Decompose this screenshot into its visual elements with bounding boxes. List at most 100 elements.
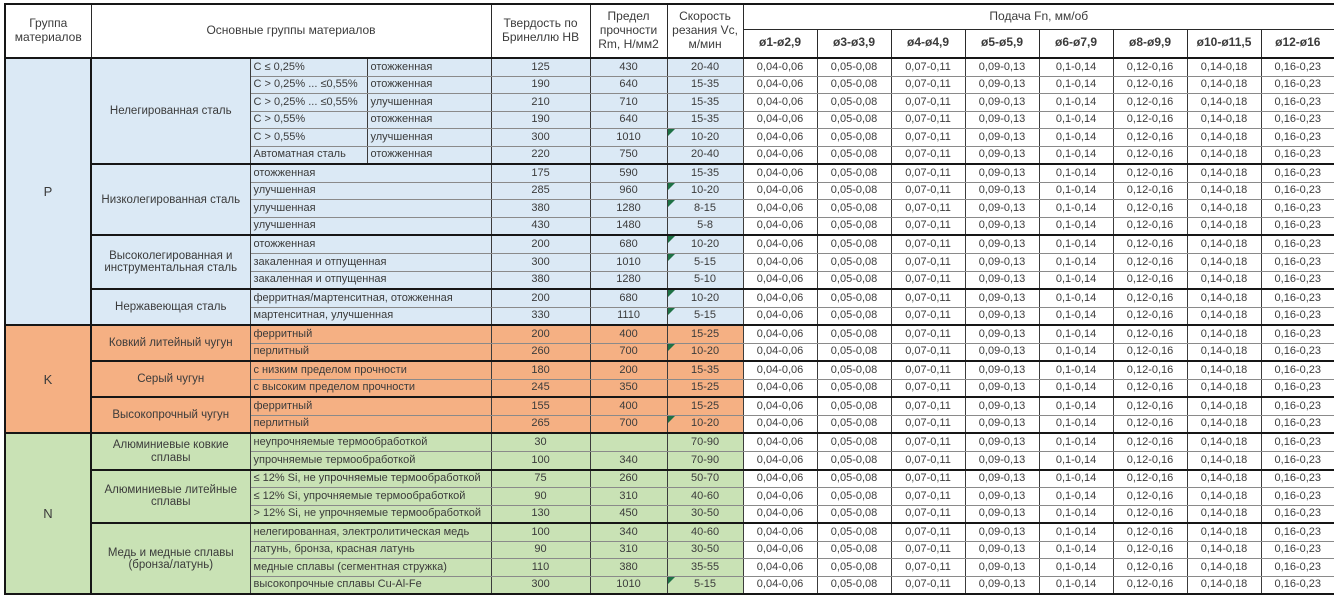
comment-marker-icon [668, 129, 675, 137]
feed-cell: 0,04-0,06 [742, 306, 818, 326]
strength-cell: 960 [589, 181, 668, 201]
feed-cell: 0,07-0,11 [890, 234, 966, 255]
feed-cell: 0,14-0,18 [1186, 575, 1262, 595]
feed-cell: 0,07-0,11 [890, 75, 966, 95]
feed-cell: 0,07-0,11 [890, 56, 966, 77]
feed-cell: 0,1-0,14 [1038, 504, 1114, 524]
feed-cell: 0,07-0,11 [890, 487, 966, 506]
feed-cell: 0,12-0,16 [1112, 360, 1188, 380]
feed-cell: 0,07-0,11 [890, 342, 966, 362]
header-diameter-2: ø3-ø3,9 [816, 28, 892, 59]
feed-cell: 0,16-0,23 [1260, 145, 1334, 165]
hardness-cell: 190 [490, 110, 591, 130]
feed-cell: 0,05-0,08 [816, 414, 892, 434]
hardness-cell: 155 [490, 396, 591, 416]
material-state-cell: отожженная [366, 145, 492, 165]
feed-cell: 0,12-0,16 [1112, 56, 1188, 77]
feed-cell: 0,1-0,14 [1038, 270, 1114, 290]
table-row: ≤ 12% Si, упрочняемые термообработкой 90 3… [5, 487, 1334, 506]
strength-cell: 340 [589, 522, 668, 542]
material-cell: мартенситная, улучшенная [249, 306, 492, 326]
feed-cell: 0,1-0,14 [1038, 199, 1114, 218]
feed-cell: 0,1-0,14 [1038, 306, 1114, 326]
feed-cell: 0,12-0,16 [1112, 540, 1188, 560]
hardness-cell: 300 [490, 575, 591, 595]
speed-cell: 5-15 [666, 306, 744, 326]
strength-cell: 450 [589, 504, 668, 524]
strength-cell: 1480 [589, 216, 668, 236]
speed-cell: 10-20 [666, 342, 744, 362]
strength-cell: 590 [589, 163, 668, 183]
feed-cell: 0,09-0,13 [964, 128, 1040, 147]
material-cell: упрочняемые термообработкой [249, 451, 492, 471]
table-header: Группа материалов Основные группы матери… [4, 3, 1334, 59]
strength-cell: 1280 [589, 199, 668, 218]
feed-cell: 0,04-0,06 [742, 360, 818, 380]
feed-cell: 0,09-0,13 [964, 181, 1040, 201]
feed-cell: 0,16-0,23 [1260, 288, 1334, 308]
feed-cell: 0,14-0,18 [1186, 270, 1262, 290]
feed-cell: 0,07-0,11 [890, 575, 966, 595]
feed-cell: 0,16-0,23 [1260, 414, 1334, 434]
table-row: Серый чугун с низким пределом прочности 18… [5, 360, 1334, 398]
feed-cell: 0,09-0,13 [964, 163, 1040, 183]
speed-cell: 10-20 [666, 128, 744, 147]
table-row: Медь и медные сплавы (бронза/латунь) неле… [5, 522, 1334, 595]
speed-cell: 10-20 [666, 414, 744, 434]
feed-cell: 0,07-0,11 [890, 306, 966, 326]
feed-cell: 0,14-0,18 [1186, 75, 1262, 95]
hardness-cell: 260 [490, 342, 591, 362]
feed-cell: 0,12-0,16 [1112, 396, 1188, 416]
feed-cell: 0,12-0,16 [1112, 342, 1188, 362]
feed-cell: 0,09-0,13 [964, 378, 1040, 398]
feed-cell: 0,14-0,18 [1186, 181, 1262, 201]
feed-cell: 0,14-0,18 [1186, 342, 1262, 362]
material-cell: улучшенная [249, 199, 492, 218]
feed-cell: 0,07-0,11 [890, 378, 966, 398]
header-speed: Скорость резания Vc, м/мин [666, 3, 744, 59]
feed-cell: 0,14-0,18 [1186, 540, 1262, 560]
feed-cell: 0,09-0,13 [964, 56, 1040, 77]
speed-cell: 10-20 [666, 288, 744, 308]
feed-cell: 0,07-0,11 [890, 432, 966, 453]
feed-cell: 0,09-0,13 [964, 414, 1040, 434]
feed-cell: 0,09-0,13 [964, 396, 1040, 416]
feed-cell: 0,14-0,18 [1186, 234, 1262, 255]
feed-cell: 0,16-0,23 [1260, 522, 1334, 542]
feed-cell: 0,04-0,06 [742, 199, 818, 218]
strength-cell: 340 [589, 451, 668, 471]
hardness-cell: 430 [490, 216, 591, 236]
table-row: P Нелегированная сталь C ≤ 0,25% отожженная… [4, 56, 1334, 326]
feed-cell: 0,12-0,16 [1112, 253, 1188, 272]
header-diameter-1: ø1-ø2,9 [742, 28, 818, 59]
feed-cell: 0,09-0,13 [964, 504, 1040, 524]
strength-cell: 350 [589, 378, 668, 398]
speed-cell: 40-60 [666, 487, 744, 506]
speed-cell: 30-50 [666, 540, 744, 560]
material-cell: закаленная и отпущенная [249, 270, 492, 290]
feed-cell: 0,14-0,18 [1186, 504, 1262, 524]
feed-cell: 0,16-0,23 [1260, 75, 1334, 95]
table-row: Высоколегированная и инструментальная ст… [5, 234, 1334, 290]
feed-cell: 0,05-0,08 [816, 396, 892, 416]
feed-cell: 0,14-0,18 [1186, 288, 1262, 308]
header-material-group: Группа материалов [4, 3, 92, 59]
table-body: P Нелегированная сталь C ≤ 0,25% отожженная… [4, 56, 1334, 595]
feed-cell: 0,07-0,11 [890, 199, 966, 218]
subgroup-cell: Нержавеющая сталь [90, 288, 251, 326]
feed-cell: 0,07-0,11 [890, 504, 966, 524]
feed-cell: 0,05-0,08 [816, 270, 892, 290]
comment-marker-icon [668, 254, 675, 262]
feed-cell: 0,04-0,06 [742, 288, 818, 308]
feed-cell: 0,04-0,06 [742, 342, 818, 362]
feed-cell: 0,1-0,14 [1038, 93, 1114, 112]
feed-cell: 0,12-0,16 [1112, 234, 1188, 255]
table-row: перлитный 265 700 10-20 0,04-0,06 0,05-0,08 0,… [5, 414, 1334, 434]
strength-cell: 310 [589, 540, 668, 560]
hardness-cell: 200 [490, 234, 591, 255]
feed-cell: 0,12-0,16 [1112, 128, 1188, 147]
feed-cell: 0,04-0,06 [742, 522, 818, 542]
feed-cell: 0,09-0,13 [964, 487, 1040, 506]
feed-cell: 0,05-0,08 [816, 451, 892, 471]
feed-cell: 0,05-0,08 [816, 288, 892, 308]
